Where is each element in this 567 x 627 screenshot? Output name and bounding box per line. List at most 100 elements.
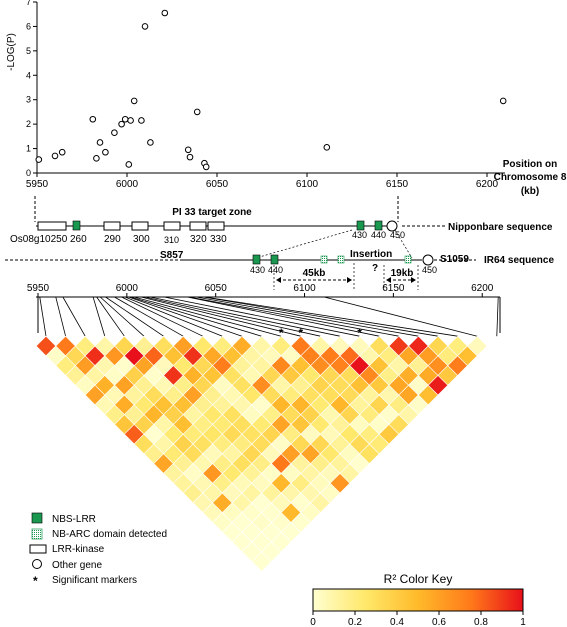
scatter-point [58,148,66,156]
marker-link-line [496,296,499,337]
gene-290-lrr-kinase [103,221,121,231]
gene-320-lrr-kinase [189,221,207,231]
heatmap-tick-label: 5950 [27,283,50,294]
marker-link-line [203,296,439,337]
gene-300-lrr-kinase [131,221,149,231]
gene-label-os08g10250: Os08g10250 [10,234,68,245]
gene-430-nbs-lrr [356,220,365,231]
marker-link-line [144,296,321,337]
dist-45-label: 45kb [303,268,326,279]
marker-link-line [323,296,478,337]
gene-label-450: 450 [390,230,405,240]
y-tick-label: 4 [26,70,31,80]
x-tick-label: 6050 [206,179,229,190]
gene-label-330: 330 [210,234,227,245]
marker-link-line [124,296,223,337]
y-tick-label: 6 [26,21,31,31]
heatmap-tick-label: 6100 [293,283,316,294]
scatter-point [118,120,125,128]
ir64-gene-label-430: 430 [250,265,265,275]
gene-label-260: 260 [70,234,87,245]
ir64-gene-430-nbs-lrr [252,254,261,265]
heatmap-cell [466,335,488,357]
ir64-nb-arc-3 [404,255,412,264]
marker-link-line [121,296,203,337]
insertion-left-link [255,229,353,259]
marker-link-line [39,296,47,337]
legend-label-lrr-kinase: LRR-kinase [52,544,105,555]
y-ticks: 0 1 2 3 4 5 6 7 [26,0,37,178]
ir64-track: S857 Insertion S1059 IR64 sequence 430 4… [5,229,554,290]
scatter-point [184,146,192,154]
scatter-point [111,129,118,136]
nipponbare-track: PI 33 target zone Nipponbare sequence Os… [10,196,553,245]
color-key-tick-label: 0 [310,617,316,627]
marker-link-line [188,296,399,337]
scatter-point [102,148,109,156]
y-tick-label: 1 [26,144,31,154]
scatter-point [202,163,210,171]
scatter-point [499,97,507,105]
ir64-gene-440-nbs-lrr [270,254,279,265]
marker-link-line [164,296,360,337]
dist-19-label: 19kb [391,268,414,279]
x-tick-label: 6100 [296,179,319,190]
significant-asterisk: * [298,326,303,340]
scatter-point [51,152,59,160]
scatter-point [121,115,129,123]
scatter-point [89,115,97,123]
y-tick-label: 3 [26,95,31,105]
scatter-point [93,155,100,162]
ld-heatmap: 5950 6000 6050 6100 6150 6200 * * * [27,283,501,572]
y-tick-label: 0 [26,168,31,178]
y-tick-label: 5 [26,46,31,56]
color-key-tick-label: 0.6 [432,617,446,627]
marker-link-line [55,296,66,337]
gene-260-nbs-lrr [72,220,81,231]
scatter-point [161,9,169,17]
y-tick-label: 2 [26,119,31,129]
marker-link-line [128,296,243,337]
scatter-point [35,156,43,163]
marker-link-line [92,296,106,337]
color-key-title: R² Color Key [384,572,453,586]
x-ticks: 5950 6000 6050 6100 6150 6200 [26,173,499,190]
scatter-points [35,9,507,171]
x-tick-label: 6150 [386,179,409,190]
target-zone-label: PI 33 target zone [172,207,252,218]
heatmap-x-ticks: 5950 6000 6050 6100 6150 6200 [27,283,494,297]
scatter-plot: -LOG(P) 0 1 2 3 4 5 6 7 5950 6000 6050 6100 6150 620… [6,0,567,197]
s857-label: S857 [160,250,184,261]
scatter-point [141,23,149,30]
x-tick-label: 6200 [476,179,499,190]
legend-label-nbs-lrr: NBS-LRR [52,514,96,525]
scatter-point [186,153,194,161]
gene-330-lrr-kinase [207,221,225,231]
marker-link-line [140,296,301,337]
nb-arc-icon [31,528,43,540]
scatter-point [323,144,331,151]
color-key-tick-label: 0.2 [348,617,362,627]
marker-link-line [96,296,125,337]
question-mark: ? [372,263,378,274]
color-key-tick-label: 0.8 [474,617,488,627]
significant-asterisk: * [279,326,284,340]
x-tick-label: 6000 [116,179,139,190]
marker-link-line [204,296,458,337]
ir64-nb-arc-1 [320,255,328,264]
marker-link-line [187,296,380,337]
gene-450-other [386,220,398,232]
significant-asterisk: * [357,326,362,340]
insertion-label: Insertion [350,249,392,260]
scatter-point [125,161,133,168]
legend: NBS-LRR NB-ARC domain detected LRR-kinas… [29,512,167,588]
y-axis-label: -LOG(P) [6,33,17,71]
heatmap-tick-label: 6200 [471,283,494,294]
color-key-tick-label: 1 [520,617,526,627]
lrr-kinase-icon [29,544,47,554]
x-axis-label-line3: (kb) [521,186,539,197]
marker-link-line [114,296,184,337]
y-tick-label: 7 [26,0,31,7]
ir64-gene-450-other [422,254,434,266]
